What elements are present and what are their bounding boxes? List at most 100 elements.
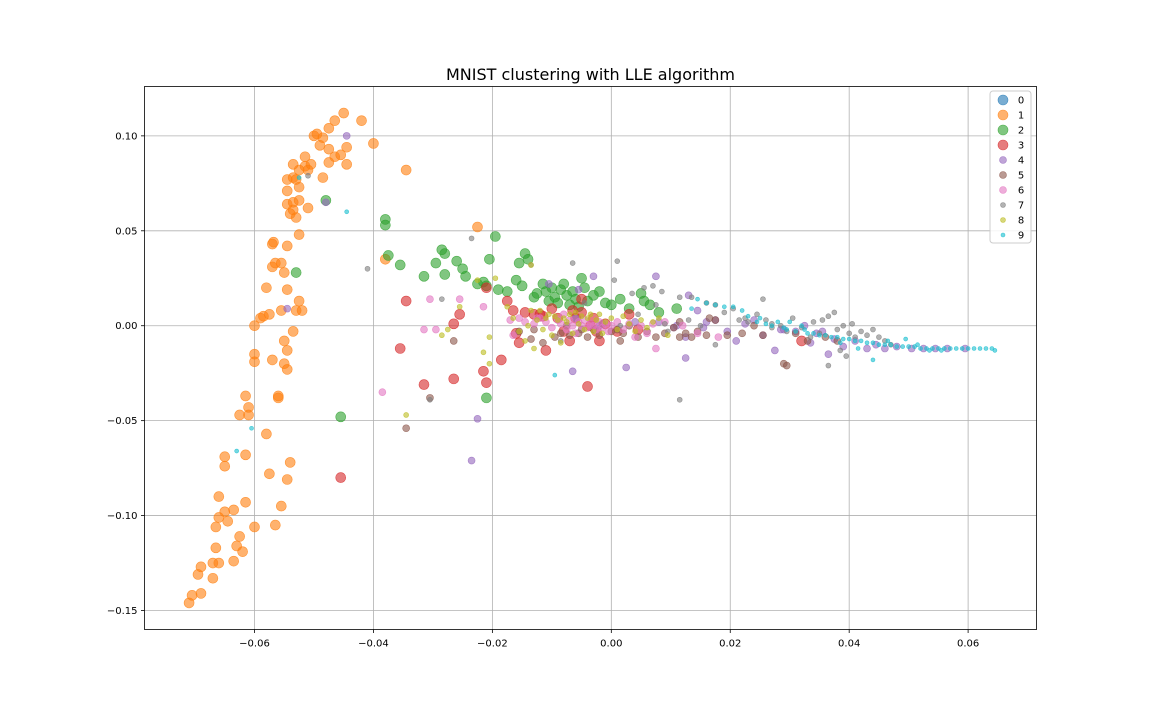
data-point-series-7 — [712, 341, 719, 348]
data-point-series-7 — [825, 313, 832, 320]
data-point-series-1 — [338, 107, 350, 119]
legend-marker-3 — [997, 139, 1009, 151]
data-point-series-8 — [575, 321, 582, 327]
data-point-series-8 — [638, 317, 644, 323]
data-point-series-8 — [528, 262, 534, 268]
data-point-series-1 — [219, 451, 231, 463]
data-point-series-9 — [757, 315, 763, 321]
data-point-series-1 — [323, 122, 335, 134]
data-point-series-7 — [662, 321, 668, 327]
data-point-series-9 — [927, 348, 932, 353]
data-point-series-7 — [697, 322, 704, 329]
data-point-series-8 — [516, 328, 522, 335]
data-point-series-7 — [846, 330, 852, 337]
data-point-series-1 — [329, 115, 341, 126]
data-point-series-7 — [840, 322, 847, 329]
data-point-series-4 — [342, 132, 351, 140]
data-point-series-7 — [653, 302, 659, 308]
data-point-series-8 — [665, 332, 671, 339]
data-point-series-7 — [427, 396, 433, 403]
data-point-series-1 — [195, 561, 207, 573]
data-point-series-3 — [481, 377, 492, 388]
data-point-series-1 — [472, 221, 483, 233]
data-point-series-5 — [539, 339, 547, 347]
data-point-series-8 — [581, 326, 588, 333]
data-point-series-6 — [548, 323, 556, 332]
data-point-series-1 — [261, 282, 272, 294]
data-point-series-1 — [341, 159, 352, 170]
legend-marker-4 — [999, 156, 1007, 164]
data-point-series-2 — [501, 286, 513, 297]
data-point-series-8 — [650, 319, 656, 325]
data-point-series-3 — [546, 303, 558, 314]
data-point-series-7 — [831, 309, 838, 316]
data-point-series-3 — [582, 381, 593, 392]
data-point-series-8 — [656, 315, 662, 321]
data-point-series-9 — [858, 338, 864, 344]
data-point-series-3 — [448, 318, 460, 330]
data-point-series-6 — [568, 321, 577, 330]
data-point-series-2 — [481, 392, 492, 404]
data-point-series-8 — [543, 315, 549, 321]
legend-label-0: 0 — [1018, 96, 1024, 107]
data-point-series-1 — [278, 267, 290, 278]
data-point-series-2 — [558, 278, 570, 290]
data-point-series-8 — [537, 307, 543, 314]
data-point-series-1 — [219, 460, 231, 472]
data-point-series-7 — [825, 362, 832, 369]
data-point-series-9 — [885, 338, 891, 344]
legend-label-8: 8 — [1018, 216, 1024, 227]
data-point-series-2 — [394, 259, 406, 271]
data-point-series-7 — [819, 317, 826, 323]
data-point-series-7 — [305, 172, 311, 179]
data-point-series-3 — [481, 282, 492, 294]
data-point-series-2 — [383, 250, 394, 261]
legend-label-9: 9 — [1018, 231, 1024, 242]
data-point-series-3 — [454, 309, 465, 320]
data-point-series-8 — [480, 349, 487, 356]
data-point-series-7 — [843, 353, 850, 359]
data-point-series-9 — [823, 332, 828, 338]
data-point-series-9 — [971, 346, 977, 351]
data-point-series-7 — [611, 277, 618, 283]
data-point-series-7 — [676, 294, 683, 301]
y-tick-label: −0.10 — [107, 511, 138, 522]
data-point-series-2 — [460, 271, 471, 282]
grid-lines — [144, 86, 1037, 630]
data-point-series-8 — [572, 309, 579, 316]
x-tick-label: −0.06 — [239, 639, 270, 650]
data-point-series-6 — [562, 325, 571, 334]
data-point-series-1 — [249, 521, 260, 533]
data-point-series-2 — [614, 293, 626, 305]
data-point-series-8 — [456, 303, 463, 310]
data-point-series-1 — [213, 491, 225, 502]
data-point-series-1 — [299, 151, 311, 163]
data-point-series-1 — [275, 257, 287, 269]
data-point-series-8 — [486, 334, 493, 340]
legend-label-3: 3 — [1018, 141, 1024, 152]
data-point-series-9 — [840, 336, 846, 342]
legend-marker-5 — [999, 171, 1007, 179]
data-point-series-9 — [837, 340, 843, 346]
x-tick-label: 0.06 — [957, 639, 979, 650]
data-point-series-9 — [882, 342, 888, 348]
data-point-series-1 — [267, 354, 278, 366]
y-tick-label: 0.10 — [115, 131, 137, 142]
data-point-series-8 — [528, 307, 534, 314]
data-point-series-9 — [852, 338, 858, 344]
data-point-series-9 — [296, 175, 302, 180]
data-point-series-7 — [641, 284, 647, 291]
data-point-series-9 — [953, 346, 959, 351]
data-point-series-7 — [364, 265, 371, 272]
legend-label-1: 1 — [1018, 111, 1024, 122]
data-point-series-8 — [614, 326, 621, 333]
data-point-series-9 — [745, 313, 751, 319]
data-point-series-6 — [420, 325, 428, 334]
data-point-series-9 — [704, 300, 709, 306]
data-point-series-1 — [281, 364, 293, 375]
data-point-series-1 — [249, 348, 260, 360]
legend-marker-7 — [1000, 202, 1006, 208]
data-point-series-9 — [977, 346, 983, 351]
data-point-series-7 — [736, 317, 742, 323]
data-point-series-7 — [789, 315, 796, 321]
